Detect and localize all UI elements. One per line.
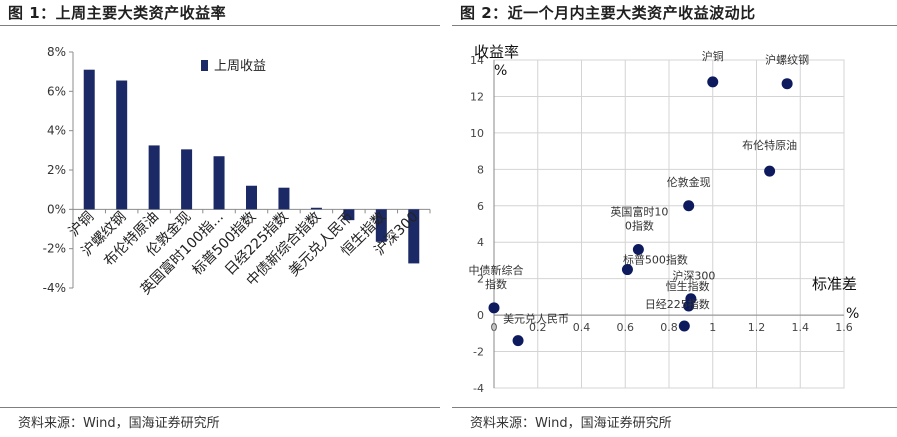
y-tick-label: 14 xyxy=(470,54,484,67)
point-label: 美元兑人民币 xyxy=(503,312,569,326)
bar xyxy=(375,209,387,242)
x-tick-label: 0.8 xyxy=(660,321,678,334)
right-panel: 图 2：近一个月内主要大类资产收益波动比 14121086420-2-400.2… xyxy=(452,0,897,437)
point-label: 标普500指数 xyxy=(623,253,688,267)
scatter-point xyxy=(683,300,695,312)
x-tick-label: 1.4 xyxy=(792,321,810,334)
source-divider xyxy=(452,407,897,408)
scatter-point xyxy=(488,302,500,314)
bar xyxy=(408,209,420,264)
figure-2-title: 图 2：近一个月内主要大类资产收益波动比 xyxy=(460,4,756,22)
x-tick-label: 0.4 xyxy=(573,321,591,334)
y-tick-label: 12 xyxy=(470,90,484,103)
title-divider xyxy=(0,25,440,26)
x-tick-label: 1.6 xyxy=(835,321,853,334)
left-panel: 图 1：上周主要大类资产收益率 8% 6% 4% 2% 0% -2% -4% 沪铜 沪螺纹钢 布伦… xyxy=(0,0,440,437)
x-tick-label: 1 xyxy=(709,321,716,334)
scatter-chart: 14121086420-2-400.20.40.60.811.21.41.6收益… xyxy=(469,43,860,395)
figure-1-title: 图 1：上周主要大类资产收益率 xyxy=(8,4,227,22)
y-tick-label: -4 xyxy=(473,382,484,395)
title-divider xyxy=(452,25,897,26)
point-label: 日经225指数 xyxy=(645,297,710,311)
scatter-point xyxy=(678,320,690,332)
point-label: 英国富时10 0指数 xyxy=(610,205,668,233)
y-tick-label: 0% xyxy=(47,202,66,216)
scatter-point xyxy=(683,200,695,212)
y-tick-label: -4% xyxy=(43,281,66,295)
x-tick-label: 0.6 xyxy=(617,321,635,334)
bar xyxy=(116,80,128,210)
point-label: 沪铜 xyxy=(702,49,724,63)
y-tick-label: 8 xyxy=(477,163,484,176)
point-label: 沪深300 xyxy=(672,269,715,283)
y-tick-label: 4 xyxy=(477,236,484,249)
scatter-point xyxy=(512,335,524,347)
y-tick-label: 8% xyxy=(47,45,66,59)
scatter-point xyxy=(632,244,644,256)
source-divider xyxy=(0,407,440,408)
legend-swatch xyxy=(201,60,208,71)
y-tick-label: 0 xyxy=(477,309,484,322)
point-label: 中债新综合指数 xyxy=(469,263,524,291)
bar xyxy=(181,149,193,210)
bar xyxy=(148,145,160,210)
y-tick-label: -2% xyxy=(43,242,66,256)
y-tick-label: 6 xyxy=(477,200,484,213)
bar xyxy=(343,209,355,221)
point-label: 布伦特原油 xyxy=(742,138,797,152)
x-tick-label: 0.2 xyxy=(529,321,547,334)
scatter-point xyxy=(707,76,719,88)
y-tick-label: 6% xyxy=(47,84,66,98)
figure-2-source: 资料来源：Wind，国海证券研究所 xyxy=(470,416,672,431)
scatter-point xyxy=(621,264,633,276)
y-tick-label: 10 xyxy=(470,127,484,140)
y-axis-title: 收益率 xyxy=(474,43,519,61)
bar-chart: 8%6%4%2%0%-2%-4%沪铜沪螺纹钢布伦特原油伦敦金现英国富时100指.… xyxy=(43,45,431,298)
bar xyxy=(278,187,290,210)
x-axis-unit: % xyxy=(846,306,859,322)
bar xyxy=(246,185,257,210)
scatter-point xyxy=(764,165,776,177)
figure-1-source: 资料来源：Wind，国海证券研究所 xyxy=(18,416,220,431)
point-label: 伦敦金现 xyxy=(667,175,711,189)
legend-label: 上周收益 xyxy=(214,59,266,74)
y-tick-label: 4% xyxy=(47,124,66,138)
x-tick-label: 1.2 xyxy=(748,321,766,334)
y-tick-label: -2 xyxy=(473,346,484,359)
bar xyxy=(83,69,95,210)
bar xyxy=(310,207,322,210)
x-axis-title: 标准差 xyxy=(812,275,857,293)
bar xyxy=(213,156,225,210)
point-label: 沪螺纹钢 xyxy=(765,53,809,67)
y-axis-unit: % xyxy=(494,63,507,79)
y-tick-label: 2% xyxy=(47,163,66,177)
scatter-point xyxy=(781,78,793,90)
y-tick-label: 2 xyxy=(477,273,484,286)
point-label: 恒生指数 xyxy=(666,279,710,293)
